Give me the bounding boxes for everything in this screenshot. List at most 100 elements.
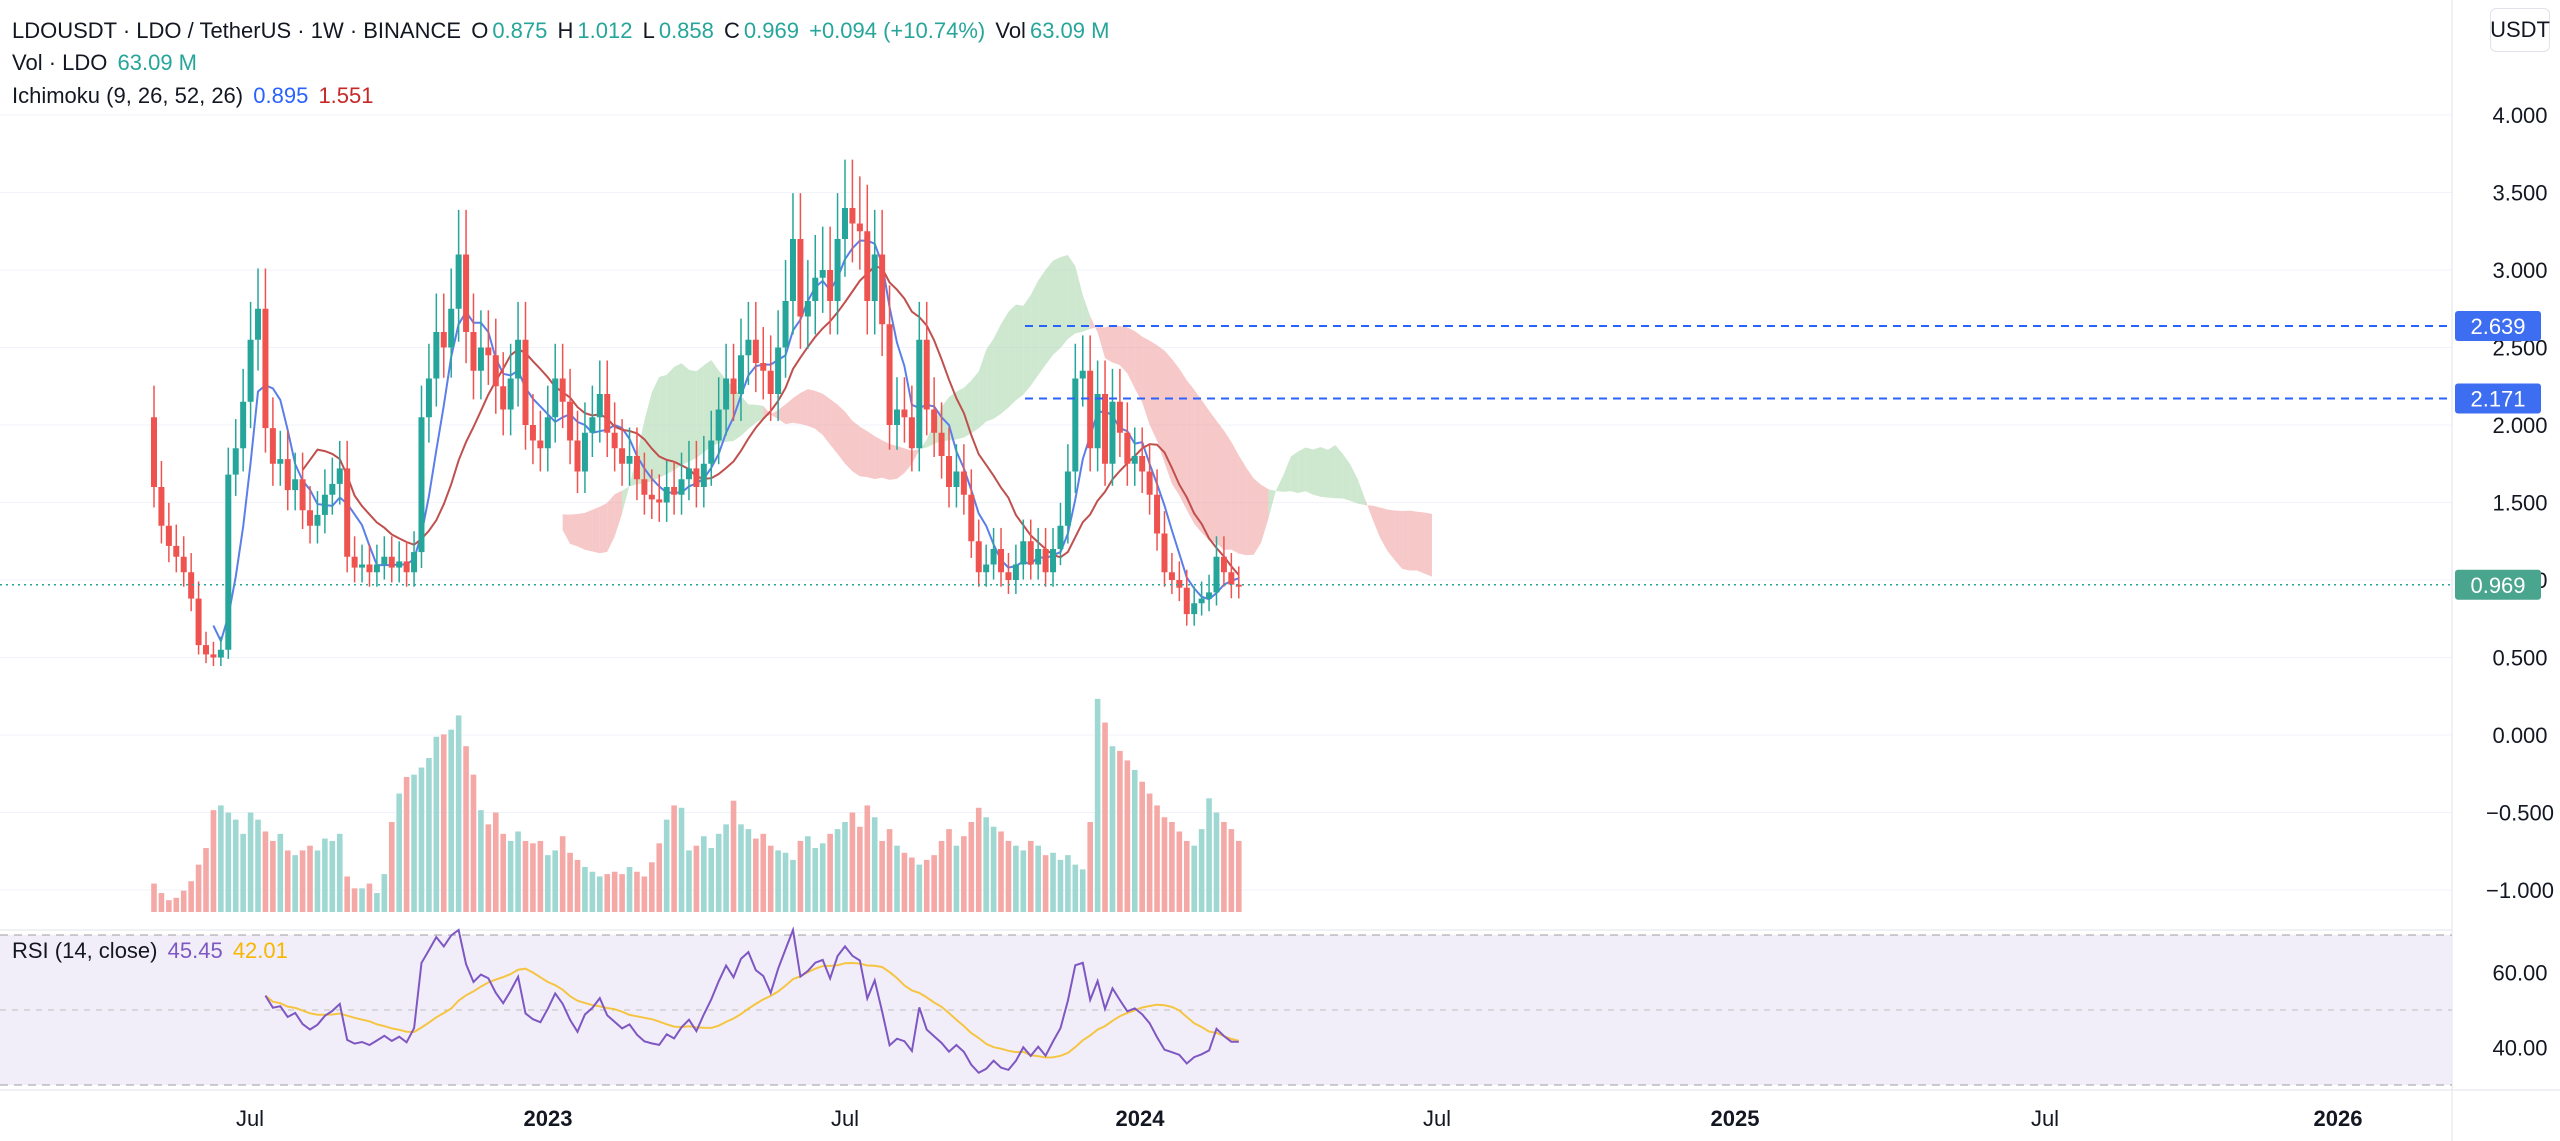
- volume-bar: [1094, 698, 1101, 912]
- volume-bar: [240, 833, 246, 912]
- ichimoku-cloud-segment: [778, 404, 786, 425]
- low-value: 0.858: [658, 18, 714, 43]
- volume-bar: [1065, 855, 1071, 912]
- volume-bar: [961, 836, 967, 912]
- candle-body: [284, 459, 291, 491]
- volume-bar: [1087, 822, 1093, 912]
- candle-body: [633, 456, 640, 480]
- ichimoku-cloud-segment: [1053, 257, 1061, 355]
- ichimoku-cloud-segment: [688, 369, 697, 462]
- candle-body: [663, 487, 670, 503]
- volume-legend[interactable]: Vol · LDO 63.09 M: [12, 50, 201, 76]
- ichimoku-cloud-segment: [1030, 280, 1039, 386]
- volume-bar: [284, 850, 291, 912]
- candle-body: [849, 208, 856, 224]
- symbol-label[interactable]: LDOUSDT · LDO / TetherUS · 1W · BINANCE: [12, 18, 462, 43]
- rsi-legend[interactable]: RSI (14, close) 45.45 42.01: [12, 938, 292, 964]
- volume-bar: [879, 840, 885, 912]
- volume-bar: [663, 819, 670, 912]
- candle-body: [321, 494, 328, 515]
- candle-body: [492, 355, 499, 387]
- candle-body: [604, 394, 611, 433]
- ichimoku-cloud-segment: [785, 398, 793, 425]
- candle-body: [314, 514, 321, 526]
- volume-bar: [1005, 840, 1012, 912]
- ichimoku-cloud-segment: [800, 389, 808, 426]
- ichimoku-cloud-segment: [584, 509, 593, 552]
- volume-bar: [515, 831, 521, 912]
- candle-body: [983, 564, 990, 573]
- candle-body: [559, 378, 566, 402]
- volume-bar: [745, 829, 752, 912]
- volume-bar: [597, 876, 603, 912]
- candle-body: [537, 440, 544, 449]
- candle-body: [210, 654, 217, 658]
- volume-bar: [366, 883, 373, 912]
- time-tick-label: Jul: [1423, 1106, 1451, 1131]
- rsi-ma-value: 42.01: [232, 938, 288, 963]
- price-tick-label: 0.000: [2492, 723, 2547, 748]
- candle-body: [841, 208, 848, 239]
- ichimoku-cloud-segment: [1186, 380, 1195, 524]
- ichimoku-cloud-segment: [1023, 295, 1031, 395]
- time-tick-label: Jul: [2031, 1106, 2059, 1131]
- ichimoku-cloud-segment: [1350, 464, 1358, 504]
- candle-body: [411, 552, 418, 573]
- volume-bar: [270, 840, 276, 912]
- candle-body: [1005, 572, 1012, 580]
- vol-label: Vol: [995, 18, 1026, 43]
- price-tick-label: 3.000: [2492, 258, 2547, 283]
- candle-body: [619, 448, 626, 464]
- ichimoku-cloud-segment: [1298, 447, 1306, 494]
- volume-bar: [478, 810, 484, 912]
- volume-bar: [455, 715, 462, 912]
- ichimoku-cloud-segment: [1164, 350, 1172, 484]
- candle-body: [894, 409, 900, 425]
- candle-body: [789, 239, 796, 301]
- ichimoku-cloud-segment: [1261, 484, 1269, 543]
- ichimoku-cloud-segment: [830, 399, 838, 454]
- ichimoku-legend[interactable]: Ichimoku (9, 26, 52, 26) 0.895 1.551: [12, 83, 378, 109]
- open-value: 0.875: [492, 18, 548, 43]
- ichimoku-base-value: 1.551: [318, 83, 374, 108]
- ichimoku-cloud-segment: [659, 374, 667, 478]
- ichimoku-cloud-segment: [1365, 499, 1373, 520]
- ichimoku-cloud-segment: [1067, 255, 1076, 340]
- volume-bar: [671, 805, 677, 912]
- candle-body: [269, 428, 276, 464]
- volume-bar: [299, 850, 306, 912]
- candle-body: [329, 483, 336, 495]
- candle-body: [871, 254, 878, 301]
- volume-bar: [232, 819, 239, 912]
- ichimoku-cloud-segment: [1290, 451, 1299, 494]
- volume-bar: [507, 840, 514, 912]
- ichimoku-cloud-segment: [822, 393, 831, 445]
- ichimoku-cloud-segment: [807, 389, 816, 429]
- volume-bar: [953, 845, 960, 912]
- ichimoku-cloud-segment: [1283, 456, 1291, 492]
- ichimoku-cloud-segment: [993, 323, 1002, 419]
- volume-bar: [678, 807, 685, 912]
- ichimoku-cloud-segment: [696, 365, 704, 458]
- ichimoku-cloud-segment: [1038, 269, 1046, 376]
- volume-bar: [329, 840, 336, 912]
- low-label: L: [642, 18, 655, 43]
- volume-bar: [255, 819, 261, 912]
- volume-bar: [440, 734, 447, 912]
- price-tag-label: 2.639: [2470, 314, 2525, 339]
- ichimoku-cloud-segment: [651, 376, 660, 482]
- ichimoku-cloud-segment: [1238, 455, 1247, 556]
- volume-bar: [1183, 840, 1190, 912]
- volume-bar: [797, 840, 804, 912]
- volume-bar: [619, 874, 625, 912]
- volume-bar: [388, 822, 395, 912]
- volume-bar: [708, 848, 715, 912]
- volume-bar: [1146, 793, 1153, 912]
- ichimoku-cloud-segment: [1001, 311, 1009, 414]
- candle-body: [1094, 394, 1101, 449]
- candle-body: [804, 301, 811, 317]
- ichimoku-cloud-segment: [941, 396, 950, 442]
- candle-body: [916, 339, 923, 449]
- candle-body: [180, 556, 187, 573]
- currency-unit-button[interactable]: USDT: [2490, 8, 2550, 52]
